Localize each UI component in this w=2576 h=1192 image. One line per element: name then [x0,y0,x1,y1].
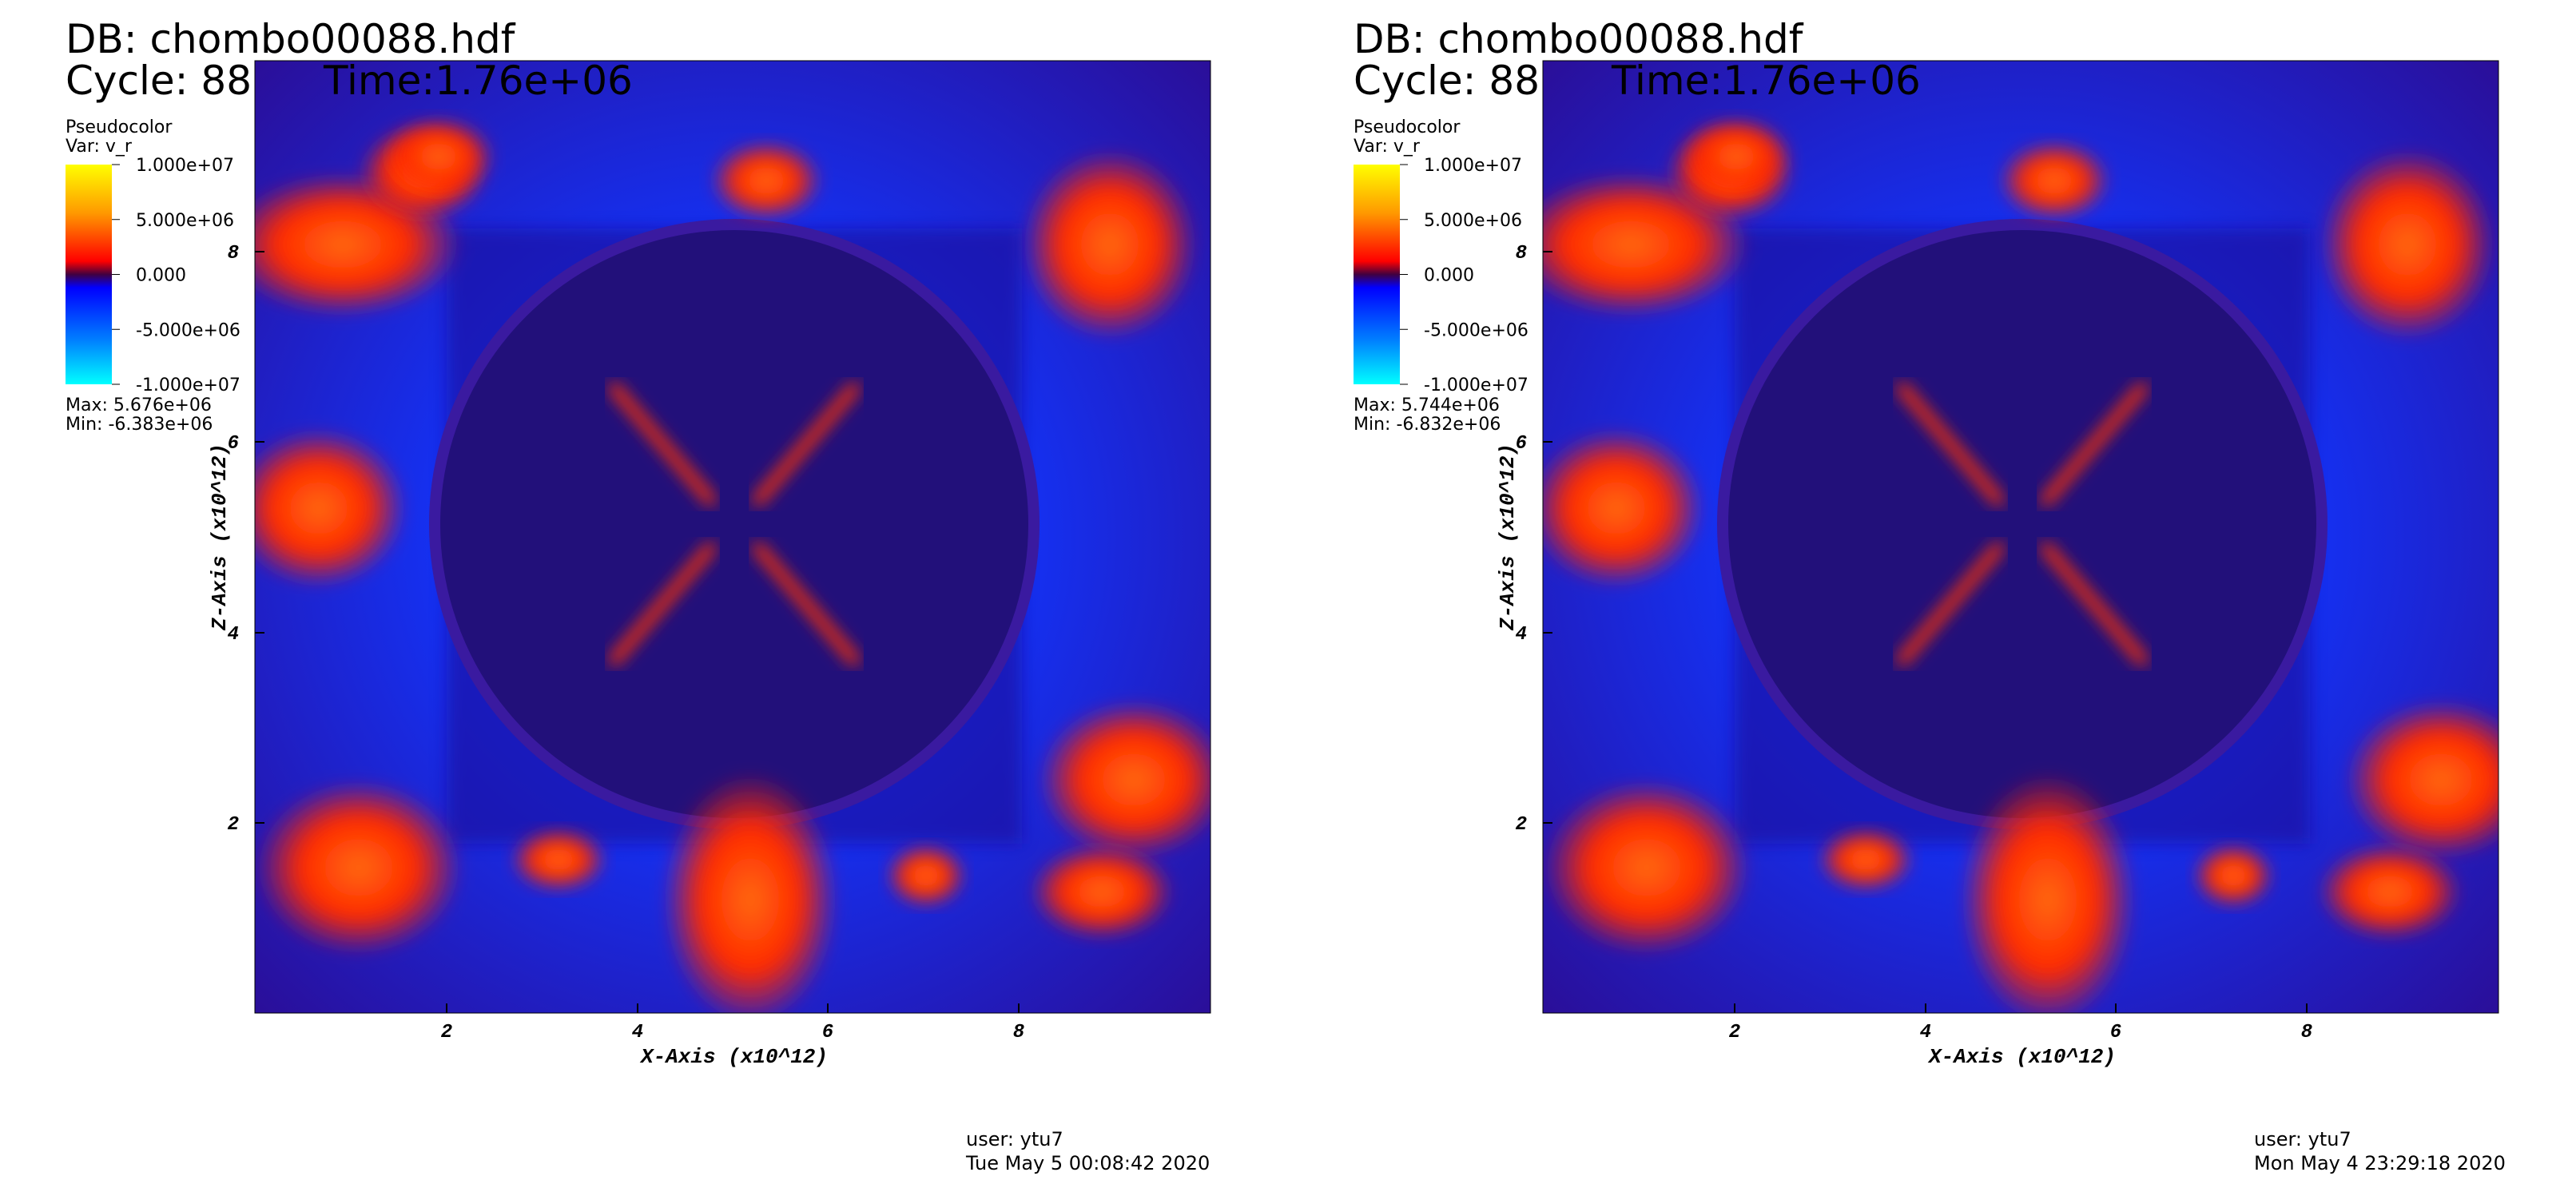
colorbar-label: -1.000e+07 [1424,375,1529,395]
y-tick-label: 8 [228,243,239,264]
x-axis-title: X-Axis (x10^12) [639,1045,828,1069]
flow-blob [2345,700,2498,860]
jet [753,542,860,666]
shell [1717,219,2328,829]
flow-blob [255,780,463,956]
x-tick-label: 2 [441,1022,452,1043]
jet [1897,383,2004,506]
time-label: Time:1.76e+06 [1611,58,1921,104]
flow-blob [2193,844,2273,908]
legend-title: Pseudocolor [66,117,173,137]
x-tick-label: 2 [1729,1022,1740,1043]
date-label: Mon May 4 23:29:18 2020 [2254,1152,2506,1174]
colorbar-label: 1.000e+07 [1424,156,1522,176]
plot-frame [1542,60,2499,1014]
db-label: DB: chombo00088.hdf [66,16,516,62]
jet [1897,542,2004,666]
field [1543,61,2498,1013]
field [255,61,1210,1013]
y-axis-title: Z-Axis (x10^12) [1496,443,1520,631]
y-tick-label: 4 [1516,624,1527,646]
flow-blob [1543,428,1704,588]
y-tick-label: 2 [228,814,239,836]
flow-blob [1038,700,1210,860]
legend-max: Max: 5.676e+06 [66,395,212,415]
flow-blob [1818,828,1914,892]
legend-var: Var: v_r [1354,137,1421,157]
flow-blob [886,844,966,908]
jet [609,542,716,666]
x-tick-label: 8 [2301,1022,2312,1043]
time-label: Time:1.76e+06 [323,58,633,104]
colorbar [1354,165,1400,384]
x-tick-label: 4 [632,1022,643,1043]
db-label: DB: chombo00088.hdf [1354,16,1804,62]
y-axis-title: Z-Axis (x10^12) [208,443,232,631]
x-tick-label: 6 [822,1022,833,1043]
flow-blob [2318,844,2462,940]
colorbar-label: 0.000 [1424,266,1474,286]
flow-blob [662,772,838,1013]
flow-blob [1998,141,2110,221]
colorbar-label: 5.000e+06 [136,211,234,231]
jet [2041,383,2148,506]
flow-blob [511,828,606,892]
shell [429,219,1040,829]
legend-var: Var: v_r [66,137,133,157]
date-label: Tue May 5 00:08:42 2020 [965,1152,1210,1174]
x-tick-label: 8 [1013,1022,1024,1043]
jet [2041,542,2148,666]
legend-min: Min: -6.832e+06 [1354,415,1501,435]
flow-blob [710,141,822,221]
flow-blob [2320,149,2495,340]
colorbar [66,165,112,384]
jet [609,383,716,506]
flow-blob [1680,117,1792,197]
y-tick-label: 8 [1516,243,1527,264]
y-tick-label: 4 [228,624,239,646]
flow-blob [1030,844,1174,940]
jet [753,383,860,506]
colorbar-label: 0.000 [136,266,186,286]
flow-blob [1022,149,1198,340]
colorbar-label: 1.000e+07 [136,156,234,176]
legend-title: Pseudocolor [1354,117,1461,137]
user-label: user: ytu7 [2254,1128,2351,1150]
colorbar-label: 5.000e+06 [1424,211,1522,231]
x-tick-label: 4 [1920,1022,1931,1043]
cycle-label: Cycle: 88 [1354,58,1540,104]
y-tick-label: 6 [228,433,239,455]
colorbar-label: -5.000e+06 [136,320,241,340]
y-tick-label: 6 [1516,433,1527,455]
colorbar-label: -1.000e+07 [136,375,241,395]
user-label: user: ytu7 [966,1128,1063,1150]
colorbar-label: -5.000e+06 [1424,320,1529,340]
flow-blob [383,117,495,197]
legend-min: Min: -6.383e+06 [66,415,213,435]
x-tick-label: 6 [2110,1022,2121,1043]
y-tick-label: 2 [1516,814,1527,836]
flow-blob [1543,780,1751,956]
plot-frame [254,60,1211,1014]
cycle-label: Cycle: 88 [66,58,252,104]
legend-max: Max: 5.744e+06 [1354,395,1500,415]
flow-blob [1960,772,2136,1013]
flow-blob [255,428,407,588]
x-axis-title: X-Axis (x10^12) [1927,1045,2116,1069]
